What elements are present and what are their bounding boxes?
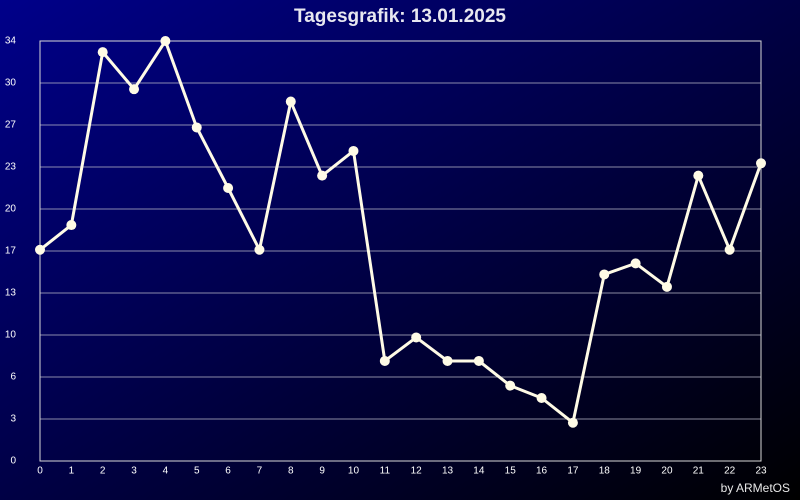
point xyxy=(97,47,108,58)
point xyxy=(191,122,202,133)
x-tick-label: 0 xyxy=(37,466,43,477)
point xyxy=(348,145,359,156)
point xyxy=(379,355,390,366)
point xyxy=(285,96,296,107)
y-tick-label: 30 xyxy=(5,78,17,89)
y-tick-label: 0 xyxy=(10,456,16,467)
x-tick-label: 12 xyxy=(411,466,423,477)
x-tick-label: 15 xyxy=(505,466,517,477)
point xyxy=(724,244,735,255)
point xyxy=(35,244,45,255)
y-tick-label: 20 xyxy=(5,204,17,215)
x-tick-label: 7 xyxy=(257,466,263,477)
x-tick-label: 19 xyxy=(630,466,642,477)
x-tick-label: 3 xyxy=(131,466,137,477)
point xyxy=(473,355,484,366)
x-tick-label: 5 xyxy=(194,466,200,477)
x-tick-label: 16 xyxy=(536,466,548,477)
y-tick-label: 27 xyxy=(5,120,17,131)
x-tick-label: 8 xyxy=(288,466,294,477)
point xyxy=(599,269,610,280)
y-tick-label: 6 xyxy=(10,372,16,383)
x-tick-label: 13 xyxy=(442,466,454,477)
point xyxy=(567,417,578,428)
y-tick-label: 10 xyxy=(5,330,17,341)
point xyxy=(66,220,77,231)
point xyxy=(160,36,171,46)
point xyxy=(693,170,704,181)
point xyxy=(536,393,547,403)
point xyxy=(129,84,140,95)
point xyxy=(317,170,328,181)
x-tick-label: 21 xyxy=(693,466,705,477)
point xyxy=(223,183,234,193)
credit: by ARMetOS xyxy=(721,481,790,495)
x-tick-label: 18 xyxy=(599,466,611,477)
point xyxy=(411,332,422,343)
x-tick-label: 2 xyxy=(100,466,106,477)
y-tick-label: 3 xyxy=(10,414,16,425)
x-tick-label: 1 xyxy=(69,466,75,477)
x-tick-label: 11 xyxy=(380,466,391,477)
x-tick-label: 10 xyxy=(348,466,360,477)
point xyxy=(756,158,766,169)
chart-title: Tagesgrafik: 13.01.2025 xyxy=(294,6,506,27)
y-tick-label: 23 xyxy=(5,162,17,173)
y-tick-label: 34 xyxy=(5,36,17,47)
x-tick-label: 9 xyxy=(319,466,325,477)
point xyxy=(442,355,453,366)
point xyxy=(505,380,516,391)
x-tick-label: 17 xyxy=(567,466,579,477)
x-tick-label: 22 xyxy=(724,466,736,477)
point xyxy=(661,281,672,292)
y-tick-label: 13 xyxy=(5,288,17,299)
point xyxy=(254,244,265,255)
x-tick-label: 4 xyxy=(163,466,169,477)
y-tick-label: 17 xyxy=(5,246,17,257)
line xyxy=(39,39,763,425)
x-tick-label: 6 xyxy=(225,466,231,477)
x-tick-label: 23 xyxy=(755,466,767,477)
x-tick-label: 20 xyxy=(661,466,673,477)
x-tick-label: 14 xyxy=(473,466,485,477)
point xyxy=(630,258,641,269)
